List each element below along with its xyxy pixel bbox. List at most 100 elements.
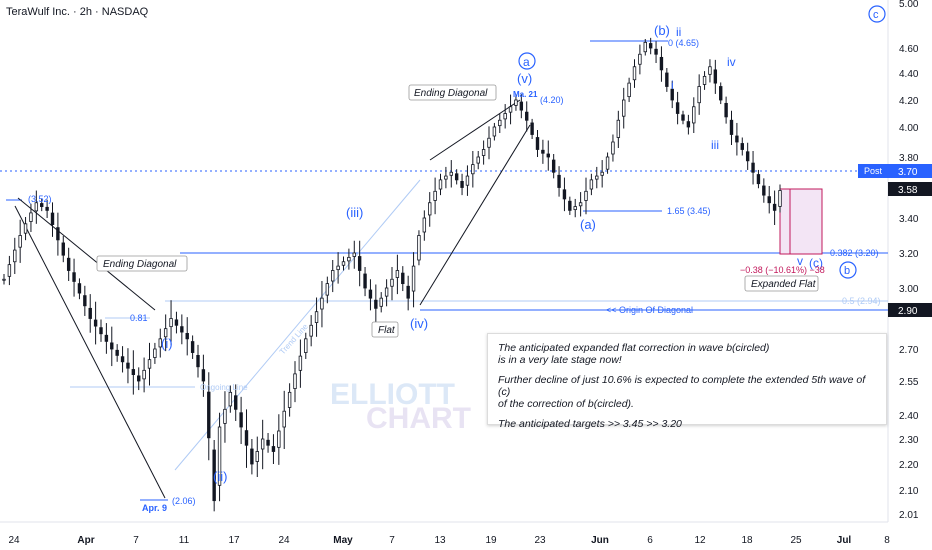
candle-body bbox=[422, 217, 427, 233]
candle-body bbox=[384, 287, 389, 297]
candle-body bbox=[77, 283, 82, 294]
wave-i-label: (i) bbox=[161, 336, 173, 351]
candle-body bbox=[702, 75, 707, 85]
candle-body bbox=[374, 299, 378, 309]
ending-diagonal-box-1 bbox=[96, 255, 188, 272]
flat-label: Flat bbox=[378, 325, 396, 336]
label-165: 1.65 (3.45) bbox=[667, 206, 711, 216]
candle-body bbox=[713, 69, 718, 84]
candle-body bbox=[185, 333, 189, 340]
ma21-label: Ma. 21 bbox=[513, 90, 538, 99]
candle-body bbox=[681, 114, 685, 121]
candle-body bbox=[13, 249, 17, 263]
candle-body bbox=[18, 235, 22, 248]
candle-body bbox=[212, 449, 216, 502]
candle-body bbox=[428, 202, 432, 216]
candle-body bbox=[93, 319, 98, 327]
candle-body bbox=[492, 126, 497, 137]
candle-body bbox=[142, 369, 146, 380]
candle-body bbox=[120, 356, 125, 363]
x-axis-ticks: 24 Apr 7 11 17 24 May 7 13 19 23 Jun 6 12 18 25 Jul 8 bbox=[8, 535, 890, 546]
label-0382: 0.382 (3.20) bbox=[830, 248, 879, 258]
candle-body bbox=[562, 189, 567, 200]
candle-body bbox=[778, 190, 782, 207]
candle-body bbox=[557, 174, 561, 188]
candle-body bbox=[260, 438, 265, 450]
candle-body bbox=[503, 113, 507, 120]
candle-body bbox=[670, 88, 674, 101]
apr9-label: Apr. 9 bbox=[142, 503, 167, 513]
target-box bbox=[779, 188, 823, 255]
price-tag-358 bbox=[888, 182, 932, 196]
candle-body bbox=[692, 106, 696, 124]
candle-body bbox=[568, 200, 572, 211]
annotation-note: The anticipated expanded flat correction… bbox=[487, 333, 887, 430]
candle-body bbox=[88, 307, 92, 319]
x-tick-label: Apr bbox=[77, 535, 94, 546]
candle-body bbox=[697, 86, 701, 104]
candle-body bbox=[460, 180, 464, 188]
candle-body bbox=[61, 242, 65, 256]
x-tick-label: 13 bbox=[434, 535, 446, 546]
candle-body bbox=[347, 256, 351, 262]
candle-body bbox=[228, 391, 233, 407]
x-tick-label: 24 bbox=[278, 535, 290, 546]
candle-body bbox=[390, 278, 394, 287]
x-tick-label: 7 bbox=[133, 535, 139, 546]
wave-v-label: (v) bbox=[517, 71, 532, 86]
wave-c-circle bbox=[868, 5, 886, 23]
diagonal-lower-line bbox=[14, 205, 166, 499]
y-tick-label: 3.20 bbox=[899, 249, 919, 260]
candle-body bbox=[271, 446, 276, 452]
candle-body bbox=[29, 212, 33, 222]
candle-body bbox=[406, 285, 410, 299]
candle-body bbox=[449, 171, 453, 176]
y-tick-label: 4.00 bbox=[899, 123, 919, 134]
candle-body bbox=[131, 369, 136, 376]
candle-body bbox=[498, 119, 502, 127]
candle-body bbox=[336, 265, 340, 271]
price-tag-370-label: 3.70 bbox=[898, 167, 918, 178]
candle-body bbox=[648, 43, 653, 49]
candle-body bbox=[600, 171, 604, 176]
candle-body bbox=[196, 354, 200, 368]
price-tag-358-label: 3.58 bbox=[898, 185, 918, 196]
wave-sub-v-label: v bbox=[797, 254, 803, 268]
candle-body bbox=[395, 270, 400, 278]
x-tick-label: 6 bbox=[647, 535, 653, 546]
candle-body bbox=[352, 252, 356, 257]
y-tick-label: 2.40 bbox=[899, 411, 919, 422]
candle-body bbox=[45, 206, 49, 211]
candle-body bbox=[234, 395, 238, 410]
candles bbox=[2, 37, 782, 512]
candle-body bbox=[56, 227, 60, 241]
candle-body bbox=[767, 196, 771, 204]
candle-body bbox=[66, 257, 71, 271]
flat-box bbox=[371, 321, 399, 338]
candle-body bbox=[163, 328, 168, 338]
candle-body bbox=[180, 326, 184, 333]
origin-diagonal-label: << Origin Of Diagonal bbox=[606, 305, 693, 315]
y-tick-label: 2.30 bbox=[899, 435, 919, 446]
candle-body bbox=[207, 391, 211, 439]
wave-b-circled-label: b bbox=[844, 265, 850, 277]
candle-body bbox=[417, 235, 421, 261]
candle-body bbox=[363, 273, 367, 289]
candle-body bbox=[110, 342, 114, 350]
x-tick-label: Jul bbox=[837, 535, 852, 546]
candle-body bbox=[530, 122, 534, 135]
candle-body bbox=[605, 156, 610, 170]
candle-body bbox=[153, 348, 157, 358]
y-tick-label: 4.20 bbox=[899, 96, 919, 107]
x-tick-label: 12 bbox=[694, 535, 706, 546]
candle-body bbox=[282, 410, 286, 428]
candle-body bbox=[772, 203, 777, 211]
y-tick-label: 2.01 bbox=[899, 510, 919, 521]
candle-body bbox=[584, 190, 588, 201]
candle-body bbox=[573, 206, 577, 211]
candle-body bbox=[719, 86, 723, 101]
candle-body bbox=[481, 149, 486, 156]
candle-body bbox=[244, 430, 249, 446]
candle-body bbox=[519, 101, 524, 111]
